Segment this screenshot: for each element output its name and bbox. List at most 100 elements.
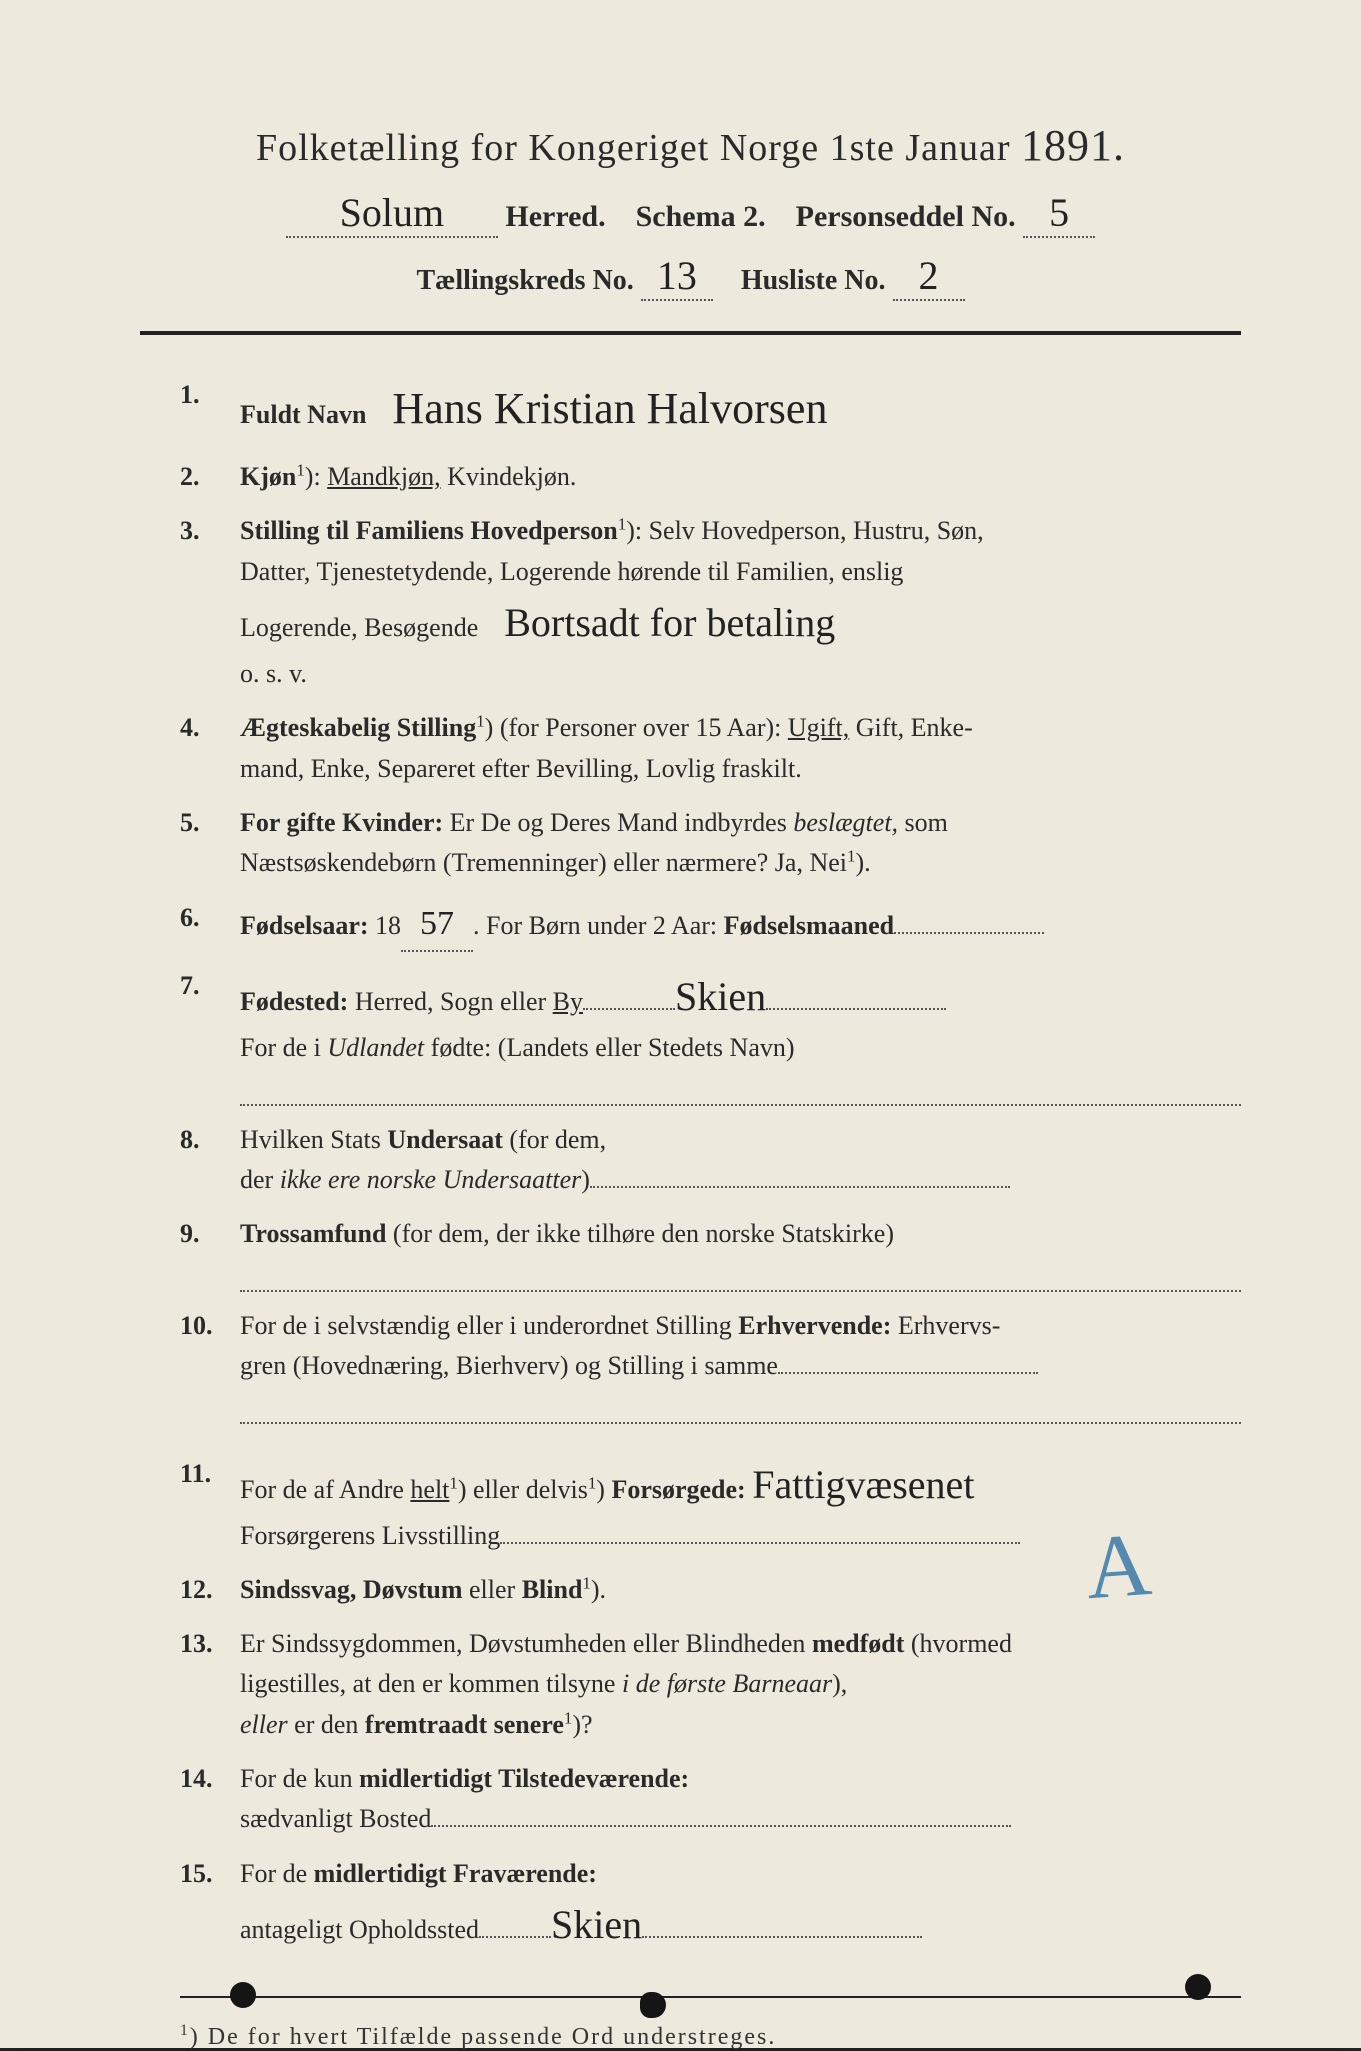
row-4: 4. Ægteskabelig Stilling1) (for Personer… [180,708,1241,789]
blue-stamp: A [1082,1513,1154,1620]
line2: mand, Enke, Separeret efter Bevilling, L… [240,754,802,783]
title-line: Folketælling for Kongeriget Norge 1ste J… [140,120,1241,171]
line4: o. s. v. [240,659,307,688]
subtitle-line: Solum Herred. Schema 2. Personseddel No.… [140,189,1241,238]
blank2 [766,982,946,1010]
row-num: 12. [180,1570,240,1610]
kreds-label: Tællingskreds No. [416,265,633,296]
row-content: For gifte Kvinder: Er De og Deres Mand i… [240,803,1241,884]
row-content: For de i selvstændig eller i underordnet… [240,1306,1241,1424]
line1a: ) (for Personer over 15 Aar): [485,713,788,742]
title-year: 1891. [1021,121,1125,170]
line2b: ) [581,1165,590,1194]
line2b: fødte: (Landets eller Stedets Navn) [424,1033,794,1062]
value-opholdssted: Skien [551,1894,642,1956]
subline2: Tællingskreds No. 13 Husliste No. 2 [140,252,1241,301]
sup: 1 [476,712,484,731]
punch-hole-icon [640,1992,666,2018]
form-body: 1. Fuldt Navn Hans Kristian Halvorsen 2.… [140,375,1241,2051]
line2: Næstsøskendebørn (Tremenninger) eller næ… [240,848,847,877]
footnote-text: ) De for hvert Tilfælde passende Ord und… [190,2024,777,2050]
row-7: 7. Fødested: Herred, Sogn eller BySkien … [180,966,1241,1105]
value-year: 57 [401,898,473,953]
label-aegteskab: Ægteskabelig Stilling [240,713,476,742]
value-name: Hans Kristian Halvorsen [392,375,827,443]
line1c: ) [596,1475,611,1504]
sup: 1 [296,461,304,480]
blank-line [240,1390,1241,1423]
row-10: 10. For de i selvstændig eller i underor… [180,1306,1241,1424]
row-content: Kjøn1): Mandkjøn, Kvindekjøn. [240,457,1241,497]
text: ): [305,462,327,491]
row-content: Fødselsaar: 1857. For Børn under 2 Aar: … [240,898,1241,953]
personseddel-value: 5 [1023,189,1095,238]
census-form-page: Folketælling for Kongeriget Norge 1ste J… [0,0,1361,2048]
row-num: 9. [180,1214,240,1291]
line1: Hvilken Stats [240,1125,387,1154]
udlandet: Udlandet [327,1033,424,1062]
row-content: Hvilken Stats Undersaat (for dem, der ik… [240,1120,1241,1201]
end: )? [572,1710,592,1739]
line1: For de [240,1859,314,1888]
helt: helt [410,1475,449,1504]
ital: i de første Barneaar [622,1669,832,1698]
row-15: 15. For de midlertidigt Fraværende: anta… [180,1854,1241,1956]
row-3: 3. Stilling til Familiens Hovedperson1):… [180,511,1241,694]
blank-month [894,906,1044,934]
line2a: der [240,1165,280,1194]
blank [583,1008,675,1010]
sup: 1 [449,1473,457,1492]
personseddel-label: Personseddel No. [796,200,1016,233]
opt-mandkjon: Mandkjøn, [327,462,440,491]
end: ). [855,848,870,877]
herred-value: Solum [286,189,498,238]
line3b: er den [288,1710,365,1739]
divider-top [140,331,1241,335]
row-num: 6. [180,898,240,953]
divider-bottom [180,1996,1241,1998]
line1a: For de af Andre [240,1475,410,1504]
beslaegtet: beslægtet, [793,808,898,837]
row-num: 7. [180,966,240,1105]
line3a: eller [240,1710,288,1739]
label-forsorgede: Forsørgede: [611,1475,745,1504]
line1a: Herred, Sogn eller [348,987,552,1016]
row-num: 2. [180,457,240,497]
text: eller [463,1575,522,1604]
value-fattigvaesenet: Fattigvæsenet [752,1454,974,1516]
value-fodested: Skien [675,966,766,1028]
line1: Er Sindssygdommen, Døvstumheden eller Bl… [240,1629,812,1658]
ital: ikke ere norske Undersaatter [280,1165,582,1194]
line1: For de i selvstændig eller i underordnet… [240,1311,738,1340]
row-9: 9. Trossamfund (for dem, der ikke tilhør… [180,1214,1241,1291]
row-13: 13. Er Sindssygdommen, Døvstumheden elle… [180,1624,1241,1745]
punch-hole-icon [230,1982,256,2008]
medfodt: medfødt [812,1629,904,1658]
punch-hole-icon [1185,1974,1211,2000]
row-content: Fødested: Herred, Sogn eller BySkien For… [240,966,1241,1105]
row-content: Ægteskabelig Stilling1) (for Personer ov… [240,708,1241,789]
line1: Er De og Deres Mand indbyrdes [443,808,793,837]
row-num: 8. [180,1120,240,1201]
husliste-value: 2 [893,252,965,301]
label-fodested: Fødested: [240,987,348,1016]
row-2: 2. Kjøn1): Mandkjøn, Kvindekjøn. [180,457,1241,497]
line1b: som [898,808,948,837]
blank [479,1936,551,1938]
row-content: Er Sindssygdommen, Døvstumheden eller Bl… [240,1624,1241,1745]
blank [500,1516,1020,1544]
line1b: (for dem, [503,1125,606,1154]
row-num: 14. [180,1759,240,1840]
label-erhvervende: Erhvervende: [738,1311,891,1340]
sup: 1 [582,1573,590,1592]
husliste-label: Husliste No. [741,265,886,296]
row-14: 14. For de kun midlertidigt Tilstedevære… [180,1759,1241,1840]
line1b: Gift, Enke- [849,713,972,742]
line1: ): Selv Hovedperson, Hustru, Søn, [626,516,983,545]
line1: For de kun [240,1764,359,1793]
line1b: Erhvervs- [891,1311,1000,1340]
line1b: (hvormed [904,1629,1012,1658]
blank [431,1799,1011,1827]
line2a: For de i [240,1033,327,1062]
footnote: 1) De for hvert Tilfælde passende Ord un… [180,2022,1241,2051]
